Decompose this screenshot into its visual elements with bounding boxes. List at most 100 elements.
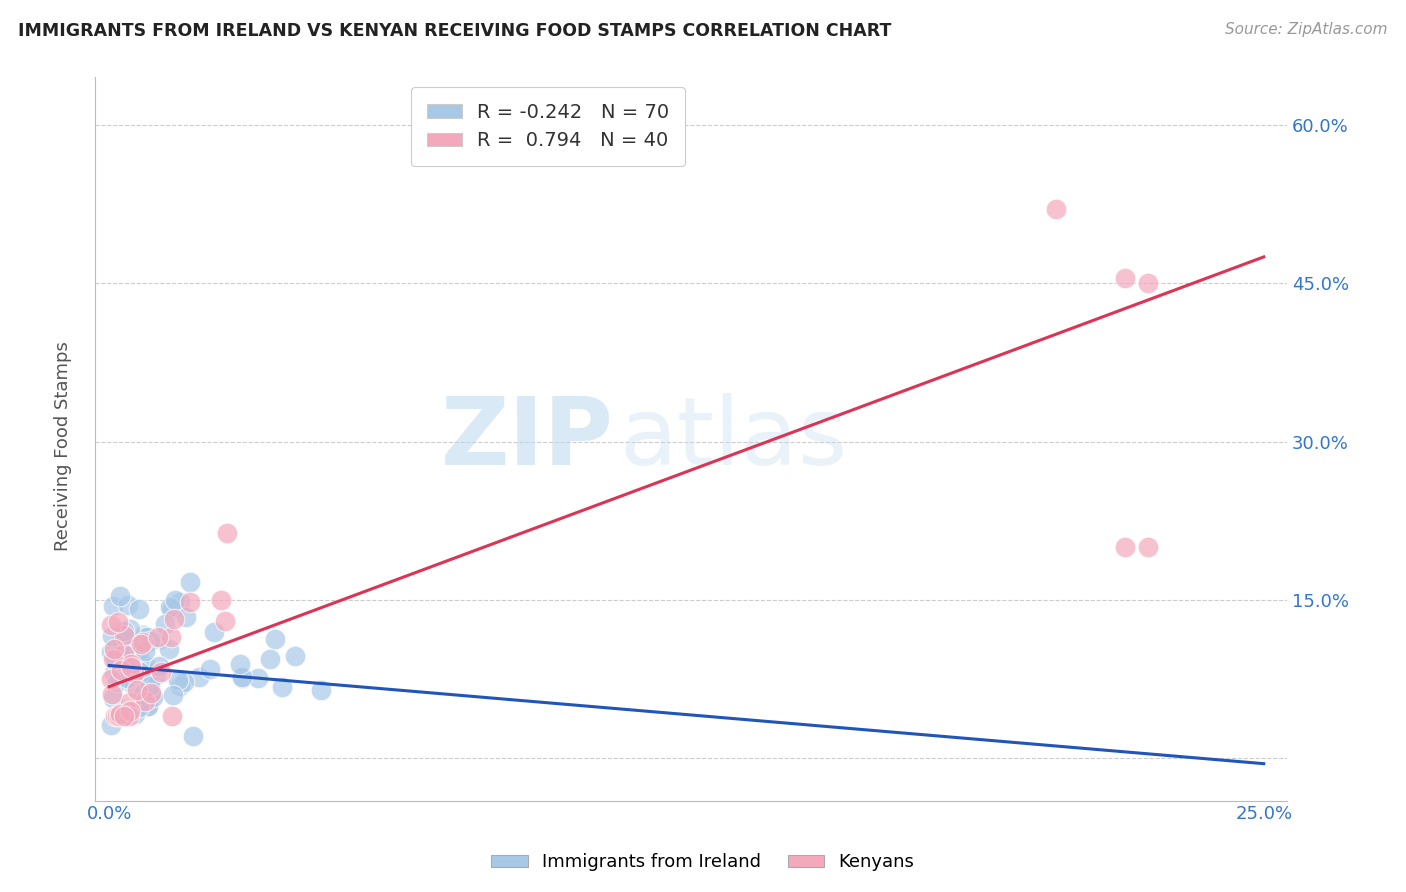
Point bbox=[139, 686, 162, 700]
Point bbox=[117, 598, 139, 612]
Text: IMMIGRANTS FROM IRELAND VS KENYAN RECEIVING FOOD STAMPS CORRELATION CHART: IMMIGRANTS FROM IRELAND VS KENYAN RECEIV… bbox=[18, 22, 891, 40]
Point bbox=[134, 694, 156, 708]
Point bbox=[103, 651, 125, 665]
Point bbox=[209, 593, 232, 607]
Point bbox=[169, 679, 191, 693]
Legend: R = -0.242   N = 70, R =  0.794   N = 40: R = -0.242 N = 70, R = 0.794 N = 40 bbox=[411, 87, 685, 166]
Point bbox=[136, 699, 159, 714]
Point bbox=[145, 668, 167, 682]
Legend: Immigrants from Ireland, Kenyans: Immigrants from Ireland, Kenyans bbox=[484, 847, 922, 879]
Point bbox=[100, 645, 122, 659]
Point bbox=[173, 675, 195, 690]
Point bbox=[159, 600, 181, 615]
Point bbox=[174, 610, 197, 624]
Point bbox=[108, 707, 131, 722]
Point bbox=[160, 601, 183, 615]
Point bbox=[128, 601, 150, 615]
Point bbox=[124, 679, 146, 693]
Point bbox=[131, 687, 153, 701]
Point bbox=[309, 683, 332, 698]
Text: atlas: atlas bbox=[620, 393, 848, 485]
Point bbox=[115, 665, 138, 679]
Point bbox=[179, 595, 201, 609]
Point bbox=[231, 670, 253, 684]
Point bbox=[229, 657, 252, 671]
Point bbox=[153, 617, 176, 632]
Text: ZIP: ZIP bbox=[440, 393, 613, 485]
Point bbox=[132, 637, 155, 651]
Point bbox=[202, 624, 225, 639]
Point bbox=[125, 682, 148, 697]
Point bbox=[259, 651, 281, 665]
Point bbox=[246, 671, 269, 685]
Point bbox=[162, 689, 184, 703]
Point bbox=[134, 630, 156, 644]
Point bbox=[100, 718, 122, 732]
Point bbox=[103, 691, 125, 706]
Point bbox=[105, 674, 128, 689]
Point bbox=[149, 665, 172, 679]
Point bbox=[112, 647, 135, 661]
Point bbox=[141, 689, 163, 703]
Point bbox=[108, 590, 131, 604]
Point bbox=[1137, 541, 1160, 555]
Point bbox=[160, 630, 183, 644]
Point bbox=[162, 709, 184, 723]
Point bbox=[115, 671, 138, 685]
Point bbox=[103, 666, 125, 681]
Text: Source: ZipAtlas.com: Source: ZipAtlas.com bbox=[1225, 22, 1388, 37]
Point bbox=[120, 660, 142, 674]
Point bbox=[120, 657, 142, 671]
Point bbox=[264, 632, 287, 647]
Point bbox=[188, 670, 211, 684]
Point bbox=[110, 663, 132, 677]
Point bbox=[101, 687, 124, 701]
Point bbox=[132, 635, 155, 649]
Point bbox=[112, 638, 135, 652]
Point bbox=[118, 709, 141, 723]
Point bbox=[1114, 541, 1136, 555]
Point bbox=[112, 709, 135, 723]
Point bbox=[129, 658, 152, 673]
Point bbox=[162, 612, 184, 626]
Text: Receiving Food Stamps: Receiving Food Stamps bbox=[55, 341, 72, 551]
Point bbox=[142, 690, 165, 704]
Point bbox=[134, 644, 156, 658]
Point bbox=[131, 627, 153, 641]
Point bbox=[101, 599, 124, 614]
Point bbox=[120, 704, 142, 718]
Point bbox=[128, 665, 150, 679]
Point bbox=[136, 698, 159, 713]
Point bbox=[118, 648, 141, 663]
Point bbox=[179, 574, 201, 589]
Point bbox=[122, 640, 145, 654]
Point bbox=[181, 729, 204, 743]
Point bbox=[111, 632, 134, 647]
Point bbox=[100, 673, 122, 687]
Point bbox=[129, 643, 152, 657]
Point bbox=[166, 673, 188, 688]
Point bbox=[107, 615, 129, 629]
Point bbox=[125, 650, 148, 665]
Point bbox=[139, 634, 162, 648]
Point bbox=[112, 624, 135, 639]
Point bbox=[231, 671, 253, 685]
Point bbox=[1114, 271, 1136, 285]
Point bbox=[139, 666, 162, 681]
Point bbox=[149, 632, 172, 646]
Point bbox=[108, 709, 131, 723]
Point bbox=[128, 700, 150, 714]
Point bbox=[124, 655, 146, 669]
Point bbox=[139, 679, 162, 693]
Point bbox=[118, 695, 141, 709]
Point bbox=[120, 622, 142, 636]
Point bbox=[134, 657, 156, 672]
Point bbox=[103, 641, 125, 656]
Point bbox=[131, 637, 153, 651]
Point bbox=[1137, 277, 1160, 291]
Point bbox=[111, 640, 134, 655]
Point bbox=[214, 615, 236, 629]
Point bbox=[115, 709, 138, 723]
Point bbox=[105, 709, 128, 723]
Point bbox=[1045, 202, 1067, 217]
